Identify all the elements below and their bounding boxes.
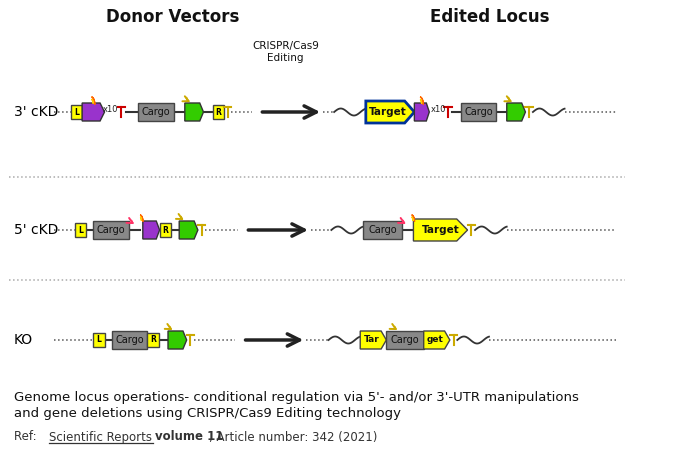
Bar xyxy=(75,223,86,237)
Text: Genome locus operations- conditional regulation via 5'- and/or 3'-UTR manipulati: Genome locus operations- conditional reg… xyxy=(14,392,579,405)
Text: Cargo: Cargo xyxy=(464,107,493,117)
Text: R: R xyxy=(150,336,156,345)
Text: get: get xyxy=(427,336,443,345)
Bar xyxy=(71,105,82,119)
Text: Cargo: Cargo xyxy=(369,225,397,235)
Text: L: L xyxy=(97,336,101,345)
Polygon shape xyxy=(185,103,203,121)
Text: x10: x10 xyxy=(431,104,447,113)
Bar xyxy=(363,221,402,239)
Polygon shape xyxy=(168,331,187,349)
Polygon shape xyxy=(140,217,141,221)
Text: Cargo: Cargo xyxy=(390,335,419,345)
Polygon shape xyxy=(366,101,414,123)
Polygon shape xyxy=(420,97,423,104)
Polygon shape xyxy=(142,221,160,239)
Polygon shape xyxy=(420,99,421,103)
Polygon shape xyxy=(92,97,95,104)
Polygon shape xyxy=(82,103,105,121)
Text: Cargo: Cargo xyxy=(116,335,144,345)
Text: Donor Vectors: Donor Vectors xyxy=(106,8,239,26)
Bar xyxy=(386,331,424,349)
Bar xyxy=(112,331,147,349)
Text: 5' cKD: 5' cKD xyxy=(14,223,58,237)
Text: Target: Target xyxy=(369,107,406,117)
Bar xyxy=(160,223,171,237)
Text: R: R xyxy=(162,226,168,235)
Text: Cargo: Cargo xyxy=(142,107,170,117)
Polygon shape xyxy=(412,217,413,221)
Bar xyxy=(93,221,129,239)
Polygon shape xyxy=(414,103,429,121)
Polygon shape xyxy=(179,221,198,239)
Polygon shape xyxy=(140,215,143,222)
Text: Scientific Reports: Scientific Reports xyxy=(49,431,151,444)
Text: L: L xyxy=(74,108,79,117)
Polygon shape xyxy=(412,215,414,222)
Text: L: L xyxy=(78,226,83,235)
Text: Edited Locus: Edited Locus xyxy=(430,8,550,26)
Text: R: R xyxy=(216,108,221,117)
Bar xyxy=(138,103,173,121)
Bar xyxy=(147,333,159,347)
Text: and gene deletions using CRISPR/Cas9 Editing technology: and gene deletions using CRISPR/Cas9 Edi… xyxy=(14,407,401,421)
Text: , Article number: 342 (2021): , Article number: 342 (2021) xyxy=(209,431,377,444)
Text: KO: KO xyxy=(14,333,33,347)
Polygon shape xyxy=(92,99,93,103)
Text: volume 11: volume 11 xyxy=(155,431,223,444)
Bar xyxy=(93,333,105,347)
Text: Ref:: Ref: xyxy=(14,431,48,444)
Text: Cargo: Cargo xyxy=(97,225,125,235)
Polygon shape xyxy=(424,331,450,349)
Text: Target: Target xyxy=(422,225,460,235)
Bar xyxy=(213,105,224,119)
Polygon shape xyxy=(507,103,525,121)
Polygon shape xyxy=(414,219,468,241)
Text: Tar: Tar xyxy=(364,336,379,345)
Bar xyxy=(461,103,497,121)
Text: x10: x10 xyxy=(102,104,118,113)
Polygon shape xyxy=(360,331,386,349)
Text: CRISPR/Cas9
Editing: CRISPR/Cas9 Editing xyxy=(252,41,319,63)
Text: 3' cKD: 3' cKD xyxy=(14,105,58,119)
